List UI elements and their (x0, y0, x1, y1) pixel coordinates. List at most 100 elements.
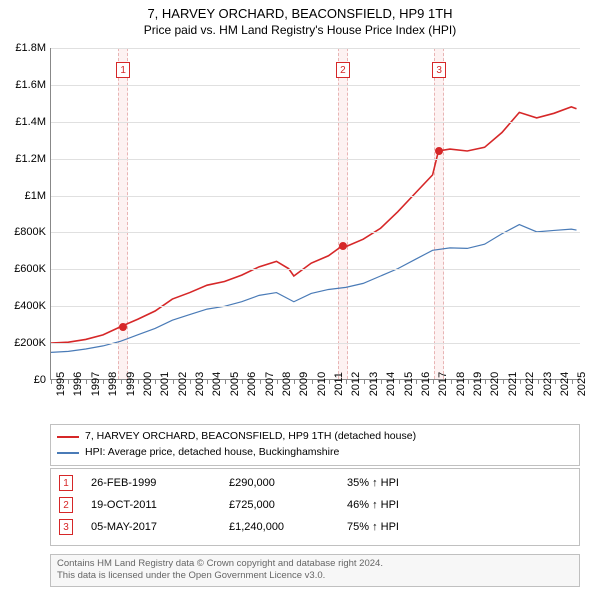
x-axis-label: 2021 (507, 372, 519, 396)
sale-pct: 35% ↑ HPI (347, 477, 447, 489)
x-tick (329, 380, 330, 384)
chart-area: £0£200K£400K£600K£800K£1M£1.2M£1.4M£1.6M… (50, 48, 580, 380)
legend-label: 7, HARVEY ORCHARD, BEACONSFIELD, HP9 1TH… (85, 429, 416, 445)
x-tick (260, 380, 261, 384)
y-axis-label: £200K (14, 337, 46, 349)
y-axis-label: £1M (25, 190, 46, 202)
x-axis-label: 2016 (420, 372, 432, 396)
sale-price: £725,000 (229, 499, 329, 511)
sale-index: 1 (59, 475, 73, 491)
x-axis-label: 1996 (72, 372, 84, 396)
x-axis-label: 1997 (90, 372, 102, 396)
x-axis-label: 2024 (559, 372, 571, 396)
x-tick (155, 380, 156, 384)
x-tick (346, 380, 347, 384)
x-tick (468, 380, 469, 384)
x-axis-label: 2011 (333, 372, 345, 396)
gridline (51, 48, 580, 49)
sale-index: 2 (59, 497, 73, 513)
x-axis-label: 2022 (524, 372, 536, 396)
y-axis-label: £1.4M (15, 116, 46, 128)
property-line (51, 107, 577, 343)
title-block: 7, HARVEY ORCHARD, BEACONSFIELD, HP9 1TH… (0, 0, 600, 39)
y-axis-label: £800K (14, 226, 46, 238)
x-axis-label: 2018 (455, 372, 467, 396)
x-axis-label: 2004 (211, 372, 223, 396)
footer: Contains HM Land Registry data © Crown c… (50, 554, 580, 587)
footer-line-1: Contains HM Land Registry data © Crown c… (57, 558, 573, 570)
x-axis-label: 2017 (437, 372, 449, 396)
gridline (51, 306, 580, 307)
x-tick (51, 380, 52, 384)
x-axis-label: 2025 (576, 372, 588, 396)
x-tick (121, 380, 122, 384)
x-axis-label: 2009 (298, 372, 310, 396)
chart-svg (51, 48, 580, 379)
x-tick (225, 380, 226, 384)
x-tick (277, 380, 278, 384)
x-axis-label: 2001 (159, 372, 171, 396)
gridline (51, 343, 580, 344)
sale-dot (339, 242, 347, 250)
x-axis-label: 2008 (281, 372, 293, 396)
x-axis-label: 1998 (107, 372, 119, 396)
sale-date: 05-MAY-2017 (91, 521, 211, 533)
x-tick (68, 380, 69, 384)
x-tick (538, 380, 539, 384)
title-sub: Price paid vs. HM Land Registry's House … (4, 23, 596, 37)
y-axis-label: £1.2M (15, 153, 46, 165)
x-tick (503, 380, 504, 384)
x-tick (416, 380, 417, 384)
x-tick (190, 380, 191, 384)
sale-date: 19-OCT-2011 (91, 499, 211, 511)
title-main: 7, HARVEY ORCHARD, BEACONSFIELD, HP9 1TH (4, 6, 596, 21)
x-tick (451, 380, 452, 384)
sale-date: 26-FEB-1999 (91, 477, 211, 489)
x-axis-label: 2015 (403, 372, 415, 396)
x-axis-label: 2000 (142, 372, 154, 396)
x-tick (433, 380, 434, 384)
sale-price: £1,240,000 (229, 521, 329, 533)
x-axis-label: 2006 (246, 372, 258, 396)
x-tick (242, 380, 243, 384)
x-axis-label: 1999 (125, 372, 137, 396)
sale-marker: 3 (432, 62, 446, 78)
sales-row: 126-FEB-1999£290,00035% ↑ HPI (59, 475, 571, 491)
x-tick (173, 380, 174, 384)
x-axis-label: 1995 (55, 372, 67, 396)
x-tick (555, 380, 556, 384)
sales-row: 2 19-OCT-2011 £725,000 46% ↑ HPI (59, 497, 571, 513)
sales-table: 126-FEB-1999£290,00035% ↑ HPI219-OCT-201… (50, 468, 580, 546)
legend-row: 7, HARVEY ORCHARD, BEACONSFIELD, HP9 1TH… (57, 429, 573, 445)
x-tick (399, 380, 400, 384)
x-axis-label: 2023 (542, 372, 554, 396)
sale-marker: 1 (116, 62, 130, 78)
legend-label: HPI: Average price, detached house, Buck… (85, 445, 339, 461)
x-axis-label: 2003 (194, 372, 206, 396)
x-tick (381, 380, 382, 384)
x-tick (207, 380, 208, 384)
x-axis-label: 2014 (385, 372, 397, 396)
gridline (51, 122, 580, 123)
hpi-line (51, 225, 577, 353)
x-axis-label: 2010 (316, 372, 328, 396)
x-tick (294, 380, 295, 384)
y-axis-label: £1.8M (15, 42, 46, 54)
sale-marker: 2 (336, 62, 350, 78)
gridline (51, 269, 580, 270)
sale-pct: 46% ↑ HPI (347, 499, 447, 511)
x-axis-label: 2019 (472, 372, 484, 396)
x-tick (520, 380, 521, 384)
gridline (51, 159, 580, 160)
y-axis-label: £400K (14, 300, 46, 312)
legend-swatch (57, 436, 79, 438)
x-tick (138, 380, 139, 384)
legend-swatch (57, 452, 79, 454)
sales-row: 305-MAY-2017£1,240,00075% ↑ HPI (59, 519, 571, 535)
x-axis-label: 2020 (489, 372, 501, 396)
x-tick (572, 380, 573, 384)
legend-row: HPI: Average price, detached house, Buck… (57, 445, 573, 461)
x-tick (364, 380, 365, 384)
sale-dot (435, 147, 443, 155)
gridline (51, 196, 580, 197)
